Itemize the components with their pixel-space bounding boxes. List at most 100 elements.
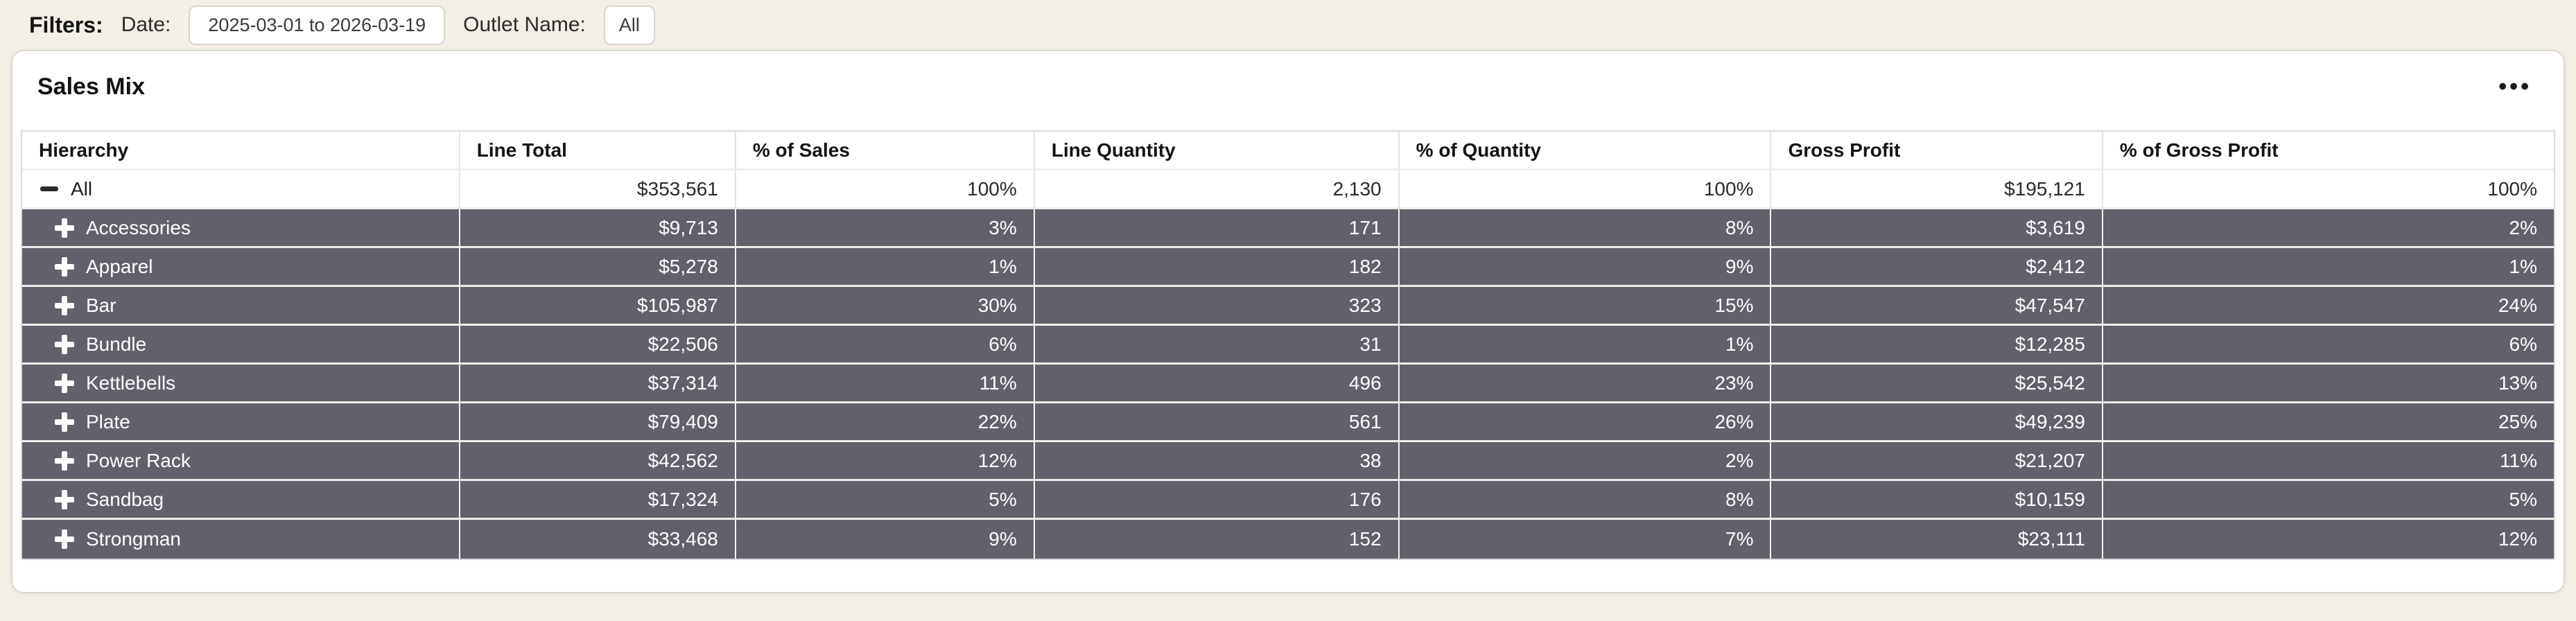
card-header: Sales Mix ••• [21, 72, 2555, 101]
table-row[interactable]: All $353,561 100% 2,130 100% $195,121 10… [22, 170, 2554, 209]
gross-profit-cell: $25,542 [1771, 365, 2103, 403]
hierarchy-cell: Strongman [39, 521, 442, 558]
pct-of-sales-cell: 1% [736, 248, 1035, 287]
hierarchy-cell: Bundle [39, 326, 442, 362]
pct-of-quantity-cell: 8% [1399, 481, 1772, 520]
column-header-hierarchy: Hierarchy [22, 132, 460, 170]
pct-of-gross-profit-cell: 25% [2103, 403, 2554, 442]
line-total-cell: $22,506 [460, 326, 736, 365]
pct-of-gross-profit-cell: 12% [2498, 528, 2537, 550]
line-total-cell: $37,314 [460, 365, 736, 403]
line-quantity-cell: 176 [1034, 481, 1400, 520]
line-quantity-cell: 182 [1034, 248, 1400, 287]
pct-of-gross-profit-cell: 11% [2103, 442, 2554, 481]
pct-of-quantity-cell: 2% [1399, 442, 1772, 481]
hierarchy-label: Plate [86, 410, 130, 432]
expand-icon[interactable] [54, 295, 75, 316]
line-total-cell: $5,278 [460, 248, 736, 287]
hierarchy-cell: Accessories [39, 209, 442, 246]
line-total-cell: $33,468 [460, 520, 736, 559]
outlet-filter-input[interactable]: All [603, 5, 655, 45]
pct-of-gross-profit-cell: 100% [2103, 170, 2554, 209]
hierarchy-cell: Bar [39, 287, 442, 324]
column-header-line-total: Line Total [460, 132, 736, 170]
line-quantity-cell: 561 [1034, 403, 1400, 442]
card-title: Sales Mix [37, 73, 145, 100]
pct-of-quantity-cell: 23% [1399, 365, 1772, 403]
line-quantity-cell: 2,130 [1034, 170, 1400, 209]
pct-of-gross-profit-cell: 6% [2103, 326, 2554, 365]
table-header-row: Hierarchy Line Total % of Sales Line Qua… [22, 132, 2554, 170]
expand-icon[interactable] [54, 218, 75, 238]
hierarchy-label: Sandbag [86, 488, 164, 510]
gross-profit-cell: $47,547 [1771, 287, 2103, 326]
line-total-cell: $79,409 [460, 403, 736, 442]
table-row[interactable]: Bar $105,987 30% 323 15% $47,547 24% [22, 287, 2554, 326]
line-quantity-cell: 31 [1034, 326, 1400, 365]
date-filter-input[interactable]: 2025-03-01 to 2026-03-19 [189, 5, 446, 45]
expand-icon[interactable] [54, 489, 75, 510]
table-row[interactable]: Bundle $22,506 6% 31 1% $12,285 6% [22, 326, 2554, 365]
expand-icon[interactable] [54, 334, 75, 355]
expand-icon[interactable] [54, 373, 75, 394]
line-quantity-cell: 496 [1034, 365, 1400, 403]
column-header-pct-of-quantity: % of Quantity [1399, 132, 1772, 170]
expand-icon[interactable] [54, 451, 75, 471]
column-header-line-quantity: Line Quantity [1034, 132, 1400, 170]
filters-bar: Filters: Date: 2025-03-01 to 2026-03-19 … [0, 0, 2576, 50]
hierarchy-label: Bundle [86, 333, 147, 355]
hierarchy-label: Accessories [86, 216, 191, 238]
pct-of-quantity-cell: 100% [1399, 170, 1772, 209]
expand-icon[interactable] [54, 256, 75, 277]
pct-of-quantity-cell: 26% [1399, 403, 1772, 442]
expand-icon[interactable] [54, 529, 75, 550]
gross-profit-cell: $3,619 [1771, 209, 2103, 248]
pct-of-gross-profit-cell: 1% [2103, 248, 2554, 287]
pct-of-sales-cell: 11% [736, 365, 1035, 403]
gross-profit-cell: $21,207 [1771, 442, 2103, 481]
outlet-filter-label: Outlet Name: [463, 13, 586, 36]
pct-of-gross-profit-cell: 2% [2103, 209, 2554, 248]
pct-of-sales-cell: 100% [736, 170, 1035, 209]
table-row[interactable]: Accessories $9,713 3% 171 8% $3,619 2% [22, 209, 2554, 248]
table-row[interactable]: Power Rack $42,562 12% 38 2% $21,207 11% [22, 442, 2554, 481]
table-row[interactable]: Apparel $5,278 1% 182 9% $2,412 1% [22, 248, 2554, 287]
collapse-icon[interactable] [39, 179, 60, 200]
line-total-cell: $353,561 [460, 170, 736, 209]
pct-of-quantity-cell: 7% [1400, 520, 1772, 559]
gross-profit-cell: $2,412 [1771, 248, 2103, 287]
expand-icon[interactable] [54, 412, 75, 432]
pct-of-quantity-cell: 1% [1399, 326, 1772, 365]
column-header-gross-profit: Gross Profit [1771, 132, 2103, 170]
table-row[interactable]: Sandbag $17,324 5% 176 8% $10,159 5% [22, 481, 2554, 520]
hierarchy-label: All [71, 177, 93, 200]
gross-profit-cell: $195,121 [1771, 170, 2103, 209]
pct-of-sales-cell: 22% [736, 403, 1035, 442]
gross-profit-cell: $49,239 [1771, 403, 2103, 442]
pct-of-sales-cell: 30% [736, 287, 1035, 326]
line-quantity-cell: 38 [1034, 442, 1400, 481]
hierarchy-label: Power Rack [86, 449, 191, 471]
table-row[interactable]: Kettlebells $37,314 11% 496 23% $25,542 … [22, 365, 2554, 403]
hierarchy-label: Strongman [86, 528, 181, 550]
gross-profit-cell: $12,285 [1771, 326, 2103, 365]
hierarchy-cell: Sandbag [39, 481, 442, 518]
pct-of-quantity-cell: 15% [1399, 287, 1772, 326]
hierarchy-cell: Plate [39, 403, 442, 440]
pct-of-sales-cell: 6% [736, 326, 1035, 365]
pct-of-sales-cell: 5% [736, 481, 1035, 520]
line-total-cell: $42,562 [460, 442, 736, 481]
pct-of-gross-profit-cell: 13% [2103, 365, 2554, 403]
pct-of-sales-cell: 12% [736, 442, 1035, 481]
table-row[interactable]: Plate $79,409 22% 561 26% $49,239 25% [22, 403, 2554, 442]
table-row[interactable]: Strongman $33,468 9% 152 7% $23,111 12% [22, 520, 2554, 559]
filters-title: Filters: [29, 12, 103, 37]
ellipsis-menu-icon[interactable]: ••• [2491, 72, 2539, 101]
pct-of-gross-profit-cell: 5% [2103, 481, 2554, 520]
column-header-pct-of-sales: % of Sales [736, 132, 1035, 170]
sales-mix-table: Hierarchy Line Total % of Sales Line Qua… [21, 130, 2555, 560]
line-total-cell: $105,987 [460, 287, 736, 326]
hierarchy-cell: All [39, 170, 442, 207]
pct-of-quantity-cell: 9% [1399, 248, 1772, 287]
hierarchy-cell: Apparel [39, 248, 442, 285]
